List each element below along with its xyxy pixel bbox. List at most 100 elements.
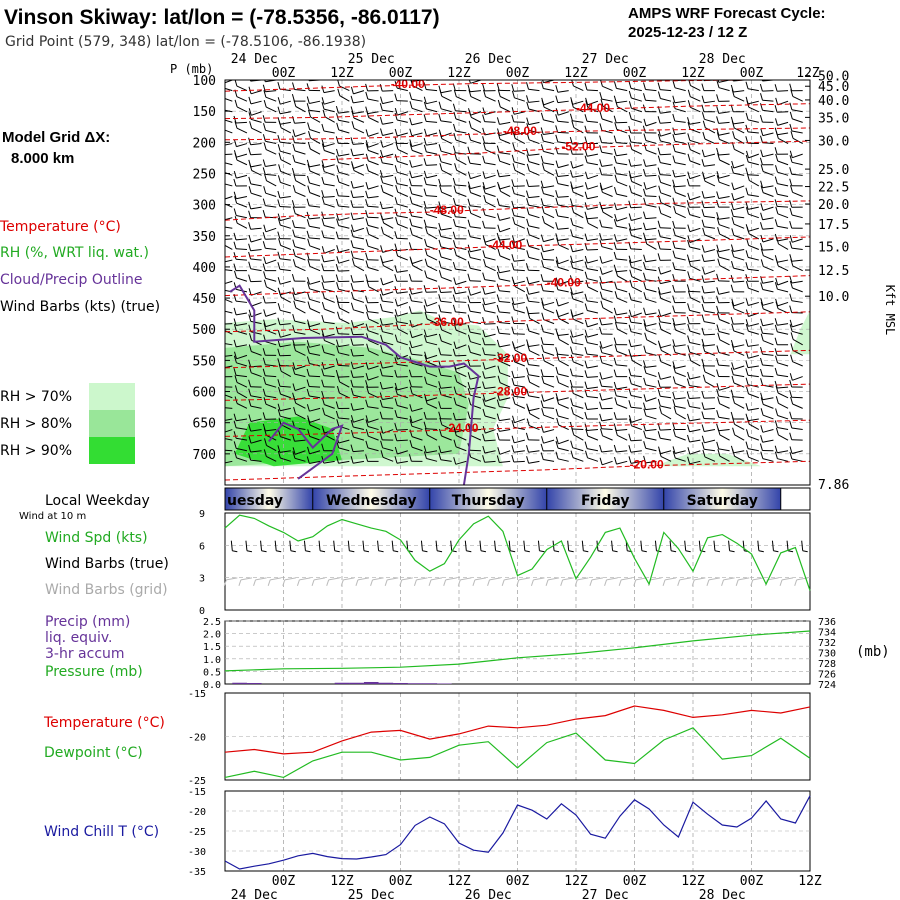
wind-barb-flag	[760, 185, 764, 193]
wind-barb-flag	[613, 369, 617, 377]
wind-barb-flag	[337, 311, 340, 319]
wind-barb-shaft	[528, 344, 540, 347]
wind-barb	[452, 231, 467, 240]
wind-barb-flag	[379, 117, 383, 125]
wind-barb-flag	[599, 232, 603, 241]
wind-barb-flag	[467, 314, 471, 322]
wind-barb-flag	[262, 209, 266, 218]
wind-barb-flag	[717, 152, 721, 161]
wind-barb-flag	[321, 282, 325, 290]
wind-barb-shaft	[763, 403, 774, 409]
wind-barb-shaft	[412, 85, 423, 92]
wind-barb	[687, 142, 701, 155]
wind-barb	[263, 90, 277, 102]
wind-barb	[570, 244, 584, 253]
wind-barb	[483, 142, 496, 155]
wind-barb-flag	[233, 263, 237, 271]
wind-barb-flag	[731, 249, 735, 257]
wind-barb-flag	[394, 298, 398, 307]
wind-barb-shaft	[225, 280, 233, 285]
wind-barb-flag	[307, 259, 311, 267]
wind-barb	[380, 184, 394, 197]
wind-barb-flag	[789, 240, 793, 249]
wind-barb-shaft	[674, 132, 686, 136]
wind-barb	[439, 322, 452, 335]
wind-barb-flag	[746, 450, 750, 458]
wind-barb-shaft	[513, 450, 525, 453]
wind-barb-flag	[614, 322, 618, 330]
precip-bar	[393, 682, 408, 684]
rh-region	[790, 310, 810, 355]
wind-barb-flag	[658, 175, 662, 183]
wind-barb	[540, 274, 555, 282]
wind-barb-shaft	[616, 217, 628, 222]
wind-barb-flag	[687, 335, 691, 343]
wind-barb-flag	[379, 392, 383, 400]
wind-barb-flag	[730, 165, 734, 174]
wind-barb-flag	[307, 429, 311, 437]
true-barb-flag	[319, 550, 326, 553]
wind-barb-flag	[439, 417, 443, 425]
wind-barb-flag	[716, 273, 720, 282]
wind-barb-flag	[453, 248, 457, 256]
wind-barb	[511, 445, 525, 453]
wind-barb-flag	[453, 89, 457, 97]
wind-barb	[292, 434, 306, 442]
wind-barb	[335, 326, 350, 335]
wind-barb-flag	[278, 386, 281, 395]
model-grid-value: 8.000 km	[11, 150, 74, 167]
wind-barb-shaft	[616, 270, 628, 273]
wind-barb-shaft	[225, 183, 233, 187]
wind-barb-flag	[394, 433, 398, 441]
wind-barb	[555, 366, 569, 378]
wind-barb	[350, 370, 364, 378]
wind-barb-shaft	[323, 108, 335, 113]
wind-barb	[438, 178, 452, 187]
wind-barb-flag	[687, 171, 691, 179]
wind-barb-flag	[263, 279, 267, 287]
wind-barb-flag	[672, 376, 676, 384]
wind-barb-flag	[570, 386, 574, 394]
wind-barb	[321, 379, 335, 388]
wind-barb	[555, 190, 569, 198]
wind-barb-flag	[423, 329, 427, 337]
wind-barb-shaft	[675, 383, 686, 388]
wind-barb	[613, 115, 628, 124]
wind-barb-flag	[716, 244, 720, 252]
wind-barb-flag	[408, 273, 412, 282]
wind-barb-flag	[350, 86, 354, 95]
wind-barb-flag	[702, 120, 706, 128]
temperature-contour-label: -44.00	[488, 238, 522, 252]
wind-barb-flag	[732, 396, 735, 404]
grid-barb-shaft	[372, 577, 384, 581]
wind-barb-flag	[262, 134, 266, 142]
wind-barb	[584, 411, 598, 420]
wind-barb-flag	[292, 366, 296, 375]
wind-barb-shaft	[572, 298, 584, 303]
wind-barb-flag	[570, 244, 574, 252]
wind-barb-flag	[379, 293, 383, 302]
wind-barb-flag	[511, 154, 515, 163]
grid-barb-flag	[706, 579, 710, 586]
wind-barb	[687, 290, 701, 303]
true-barb-flag	[641, 550, 647, 553]
wind-barb-shaft	[514, 97, 525, 102]
wind-barb	[482, 220, 496, 229]
wind-barb	[570, 450, 584, 462]
wind-barb-flag	[659, 406, 662, 414]
wind-barb-flag	[687, 121, 691, 130]
wind-barb-shaft	[339, 85, 350, 92]
wind-barb	[394, 314, 408, 325]
wind-barb-shaft	[631, 217, 642, 221]
wind-barb-shaft	[441, 276, 452, 282]
wind-barb-shaft	[470, 248, 482, 253]
wind-barb	[789, 379, 803, 388]
wind-barb-shaft	[718, 364, 730, 367]
wind-barb-flag	[672, 144, 676, 152]
wind-barb-flag	[672, 361, 676, 369]
wind-barb-shaft	[718, 352, 730, 356]
legend-dewpoint: Dewpoint (°C)	[44, 745, 143, 761]
wind-barb	[570, 291, 584, 303]
wind-barb	[702, 120, 716, 134]
wind-barb	[496, 432, 511, 441]
